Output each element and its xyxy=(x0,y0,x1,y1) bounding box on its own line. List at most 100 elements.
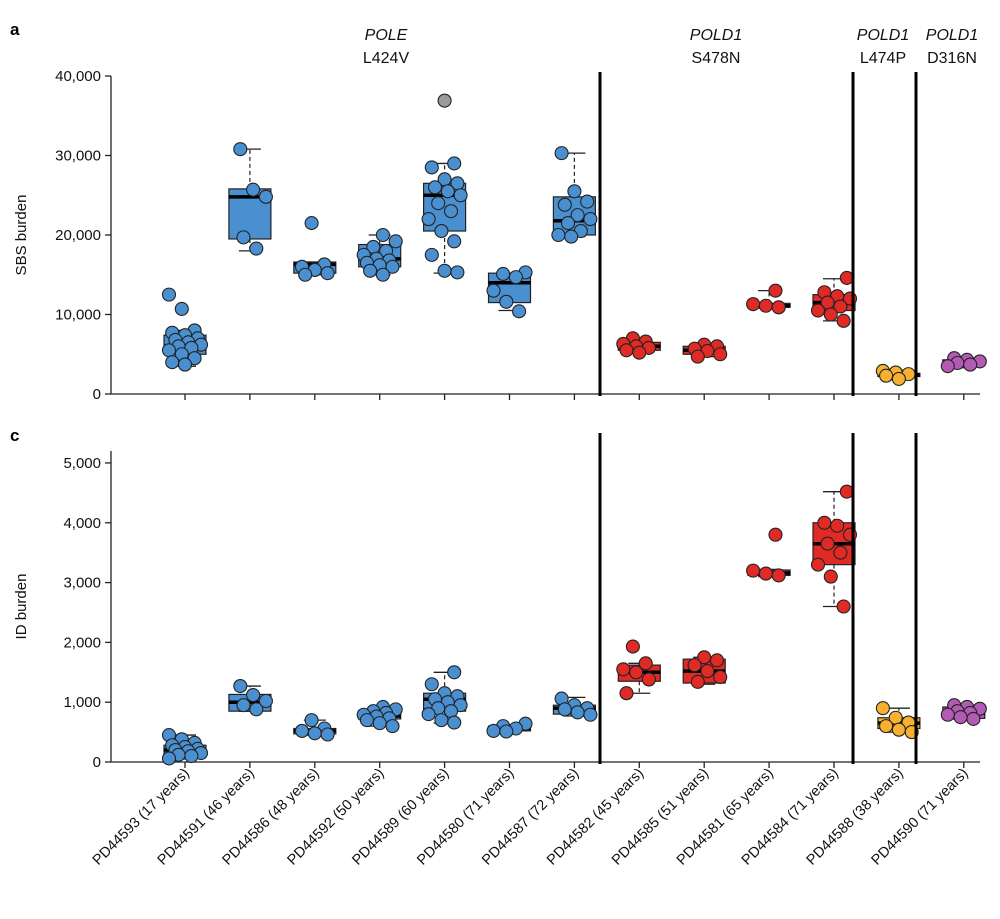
group-gene-pold1-s478n: POLD1 xyxy=(690,27,742,44)
panel-letter-a: a xyxy=(10,20,20,39)
box-pd44587 xyxy=(551,146,598,400)
data-point xyxy=(879,368,894,383)
data-point xyxy=(570,705,585,720)
box-pd44590 xyxy=(940,351,987,400)
box-pd44590 xyxy=(940,698,987,768)
data-point xyxy=(836,599,851,614)
group-separators xyxy=(598,72,918,764)
data-point xyxy=(836,313,851,328)
data-point xyxy=(557,197,572,212)
data-point xyxy=(486,283,501,298)
data-point xyxy=(616,662,631,677)
data-point xyxy=(940,359,955,374)
data-point xyxy=(746,563,761,578)
group-mutation-s478n: S478N xyxy=(692,50,741,67)
data-point xyxy=(372,716,387,731)
data-point xyxy=(830,518,845,533)
data-point xyxy=(619,343,634,358)
box-pd44591 xyxy=(228,678,273,768)
group-mutation-l424v: L424V xyxy=(363,50,410,67)
box-pd44591 xyxy=(228,142,273,400)
data-point xyxy=(424,160,439,175)
panel-a-sbs-burden: 0 10,000 20,000 30,000 40,000 SBS burden xyxy=(13,68,987,403)
data-point xyxy=(249,241,264,256)
data-point xyxy=(363,263,378,278)
group-mutation-d316n: D316N xyxy=(927,50,977,67)
box-pd44588 xyxy=(875,701,921,768)
data-point xyxy=(713,670,728,685)
data-point xyxy=(966,711,981,726)
box-pd44593 xyxy=(161,728,209,768)
data-point xyxy=(246,687,261,703)
data-point xyxy=(375,227,390,243)
data-point xyxy=(690,349,705,364)
y-tick-label: 1,000 xyxy=(63,694,101,711)
group-labels: POLE L424V POLD1 S478N POLD1 L474P POLD1… xyxy=(363,27,978,67)
data-point xyxy=(320,266,335,281)
data-point xyxy=(447,234,462,249)
panel-letter-c: c xyxy=(10,426,19,445)
box-pd44587 xyxy=(552,691,598,768)
data-point xyxy=(249,702,264,717)
box-pd44585 xyxy=(682,337,728,400)
box-pd44581 xyxy=(746,527,791,768)
data-point xyxy=(713,347,728,362)
data-point xyxy=(236,230,251,245)
data-point xyxy=(953,710,968,725)
data-point xyxy=(619,686,634,701)
data-point xyxy=(641,672,656,687)
data-point xyxy=(450,265,465,280)
data-point xyxy=(580,194,595,209)
data-point xyxy=(388,234,403,249)
box-pd44586 xyxy=(293,713,337,768)
data-point xyxy=(258,189,273,204)
data-point xyxy=(236,698,251,713)
box-pd44580 xyxy=(486,716,533,768)
box-pd44592 xyxy=(356,699,403,768)
data-point xyxy=(437,263,452,278)
data-point xyxy=(963,357,978,372)
box-pd44593 xyxy=(161,287,209,400)
data-point xyxy=(810,557,826,572)
data-point xyxy=(842,527,858,542)
data-point xyxy=(434,223,449,239)
data-point xyxy=(875,701,890,716)
data-point xyxy=(447,156,462,171)
data-point xyxy=(447,715,462,730)
data-point xyxy=(499,294,514,309)
data-point xyxy=(161,287,177,302)
group-mutation-l474p: L474P xyxy=(860,50,906,67)
y-axis-label: ID burden xyxy=(13,574,30,640)
data-point xyxy=(375,267,390,282)
box-pd44581 xyxy=(746,283,791,400)
data-point xyxy=(424,247,439,262)
y-tick-label: 10,000 xyxy=(55,307,101,324)
data-point xyxy=(187,351,202,366)
y-axis-label: SBS burden xyxy=(13,195,30,276)
outlier-point xyxy=(437,93,452,108)
y-tick-label: 2,000 xyxy=(63,634,101,651)
data-point xyxy=(839,484,854,499)
data-point xyxy=(560,216,576,231)
box-pd44585 xyxy=(682,650,728,768)
data-point xyxy=(554,146,569,161)
data-point xyxy=(427,180,443,195)
group-gene-pole: POLE xyxy=(365,27,408,44)
box-pd44589 xyxy=(421,93,468,400)
box-pd44592 xyxy=(356,227,403,400)
data-point xyxy=(434,713,449,728)
data-point xyxy=(440,184,455,199)
data-point xyxy=(453,188,468,203)
panel-c-id-burden: 0 1,000 2,000 3,000 4,000 5,000 ID burden xyxy=(13,451,987,771)
data-point xyxy=(687,658,702,673)
y-tick-label: 40,000 xyxy=(55,68,101,85)
box-pd44580 xyxy=(486,265,533,400)
box-pd44582 xyxy=(616,331,661,400)
data-point xyxy=(820,536,835,551)
data-point xyxy=(174,301,189,316)
data-point xyxy=(551,227,566,243)
data-point xyxy=(508,270,523,285)
data-point xyxy=(298,267,313,282)
data-point xyxy=(304,713,319,728)
